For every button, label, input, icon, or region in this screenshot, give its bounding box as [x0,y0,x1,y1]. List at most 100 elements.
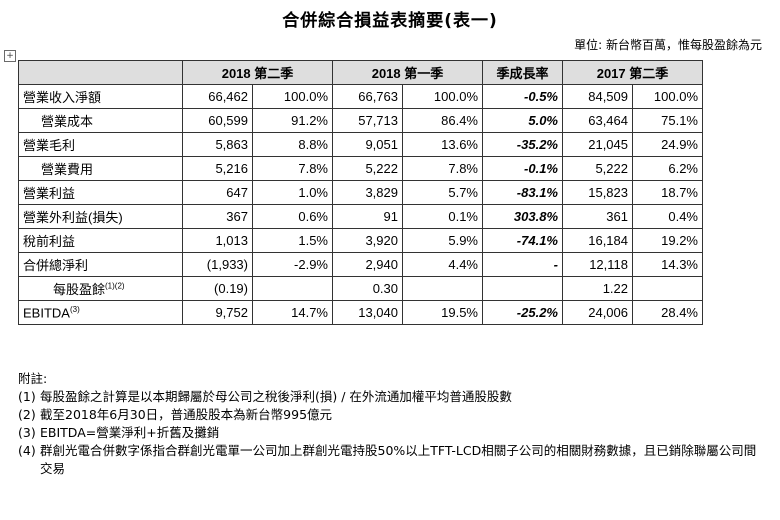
cell-q2-2017-value: 63,464 [562,108,633,133]
note-item: (2) 截至2018年6月30日，普通股股本為新台幣995億元 [18,406,763,424]
table-row: 營業外利益(損失) 367 0.6% 91 0.1% 303.8% 361 0.… [18,204,703,229]
row-label: 合併總淨利 [18,252,183,277]
cell-q1-2018-pct [402,276,483,301]
table-header-row: 2018 第二季 2018 第一季 季成長率 2017 第二季 [18,60,703,85]
row-label: 營業外利益(損失) [18,204,183,229]
cell-qoq: -35.2% [482,132,563,157]
table-row: 營業毛利 5,863 8.8% 9,051 13.6% -35.2% 21,04… [18,132,703,157]
note-text: 截至2018年6月30日，普通股股本為新台幣995億元 [40,407,333,422]
cell-q2-2017-value: 16,184 [562,228,633,253]
row-label: 營業利益 [18,180,183,205]
cell-q1-2018-pct: 5.7% [402,180,483,205]
row-label: EBITDA(3) [18,300,183,325]
row-label: 稅前利益 [18,228,183,253]
cell-q2-2017-pct: 6.2% [632,156,703,181]
cell-q2-2018-pct: 100.0% [252,84,333,109]
cell-q2-2017-pct: 14.3% [632,252,703,277]
cell-q2-2018-pct: 14.7% [252,300,333,325]
row-label: 每股盈餘(1)(2) [18,276,183,301]
cell-q2-2018-pct: 91.2% [252,108,333,133]
cell-q1-2018-value: 13,040 [332,300,403,325]
cell-q2-2017-pct: 19.2% [632,228,703,253]
cell-q1-2018-pct: 0.1% [402,204,483,229]
cell-q1-2018-value: 57,713 [332,108,403,133]
cell-q2-2017-pct: 18.7% [632,180,703,205]
cell-q2-2017-pct [632,276,703,301]
notes-heading: 附註: [18,371,48,386]
cell-q1-2018-pct: 7.8% [402,156,483,181]
note-item: (1) 每股盈餘之計算是以本期歸屬於母公司之稅後淨利(損) / 在外流通加權平均… [18,388,763,406]
cell-qoq: 303.8% [482,204,563,229]
cell-q2-2018-value: 367 [182,204,253,229]
cell-q2-2017-pct: 75.1% [632,108,703,133]
row-label-footnote: (3) [69,304,80,314]
note-text: EBITDA=營業淨利+折舊及攤銷 [40,425,220,440]
cell-q2-2018-pct: 0.6% [252,204,333,229]
cell-q2-2017-value: 1.22 [562,276,633,301]
cell-q2-2017-value: 15,823 [562,180,633,205]
cell-q1-2018-value: 2,940 [332,252,403,277]
cell-q2-2017-value: 5,222 [562,156,633,181]
cell-qoq: -74.1% [482,228,563,253]
cell-q1-2018-value: 0.30 [332,276,403,301]
cell-q2-2018-value: 647 [182,180,253,205]
header-2018-q1: 2018 第一季 [332,60,483,85]
row-label-text: 每股盈餘 [53,282,106,297]
cell-q2-2017-value: 12,118 [562,252,633,277]
table-row: 營業利益 647 1.0% 3,829 5.7% -83.1% 15,823 1… [18,180,703,205]
cell-qoq [482,276,563,301]
table-row: 營業成本 60,599 91.2% 57,713 86.4% 5.0% 63,4… [18,108,703,133]
cell-qoq: -25.2% [482,300,563,325]
cell-q1-2018-value: 3,920 [332,228,403,253]
note-item: (3) EBITDA=營業淨利+折舊及攤銷 [18,424,763,442]
cell-qoq: - [482,252,563,277]
table-row: 合併總淨利 (1,933) -2.9% 2,940 4.4% - 12,118 … [18,252,703,277]
cell-q2-2017-value: 21,045 [562,132,633,157]
cell-q2-2017-pct: 100.0% [632,84,703,109]
unit-note: 單位: 新台幣百萬，惟每股盈餘為元 [574,38,762,52]
cell-q2-2018-pct: 7.8% [252,156,333,181]
header-2017-q2: 2017 第二季 [562,60,703,85]
cell-qoq: -83.1% [482,180,563,205]
cell-q2-2017-pct: 0.4% [632,204,703,229]
cell-q2-2017-value: 24,006 [562,300,633,325]
cell-q1-2018-value: 3,829 [332,180,403,205]
row-label: 營業毛利 [18,132,183,157]
cell-q2-2018-value: 66,462 [182,84,253,109]
table-row: 營業收入淨額 66,462 100.0% 66,763 100.0% -0.5%… [18,84,703,109]
cell-q2-2018-value: (1,933) [182,252,253,277]
cell-q2-2017-pct: 24.9% [632,132,703,157]
note-text: 每股盈餘之計算是以本期歸屬於母公司之稅後淨利(損) / 在外流通加權平均普通股股… [40,389,512,404]
row-label-text: EBITDA [23,305,70,321]
table-move-handle-icon[interactable]: + [4,50,16,62]
header-2018-q2: 2018 第二季 [182,60,333,85]
cell-q2-2018-value: 9,752 [182,300,253,325]
cell-q2-2018-pct: -2.9% [252,252,333,277]
note-item: (4) 群創光電合併數字係指合群創光電單一公司加上群創光電持股50%以上TFT-… [18,442,763,478]
table-row: 稅前利益 1,013 1.5% 3,920 5.9% -74.1% 16,184… [18,228,703,253]
cell-q2-2018-pct: 8.8% [252,132,333,157]
income-statement-table: 2018 第二季 2018 第一季 季成長率 2017 第二季 營業收入淨額 6… [18,60,703,325]
cell-q1-2018-pct: 5.9% [402,228,483,253]
table-row: EBITDA(3) 9,752 14.7% 13,040 19.5% -25.2… [18,300,703,325]
cell-q1-2018-pct: 86.4% [402,108,483,133]
cell-q2-2018-value: 1,013 [182,228,253,253]
cell-q1-2018-value: 9,051 [332,132,403,157]
cell-q1-2018-pct: 100.0% [402,84,483,109]
cell-q2-2018-value: 5,863 [182,132,253,157]
table-row: 營業費用 5,216 7.8% 5,222 7.8% -0.1% 5,222 6… [18,156,703,181]
cell-q2-2017-value: 361 [562,204,633,229]
note-number: (3) [18,425,36,440]
header-blank [18,60,183,85]
cell-q1-2018-pct: 19.5% [402,300,483,325]
row-label-footnote: (1)(2) [105,281,125,291]
cell-q2-2018-value: 60,599 [182,108,253,133]
cell-q1-2018-pct: 4.4% [402,252,483,277]
cell-qoq: -0.5% [482,84,563,109]
row-label: 營業費用 [18,156,183,181]
cell-q2-2018-pct: 1.5% [252,228,333,253]
cell-q2-2017-value: 84,509 [562,84,633,109]
cell-q1-2018-value: 91 [332,204,403,229]
note-text: 群創光電合併數字係指合群創光電單一公司加上群創光電持股50%以上TFT-LCD相… [40,443,757,476]
note-number: (2) [18,407,36,422]
